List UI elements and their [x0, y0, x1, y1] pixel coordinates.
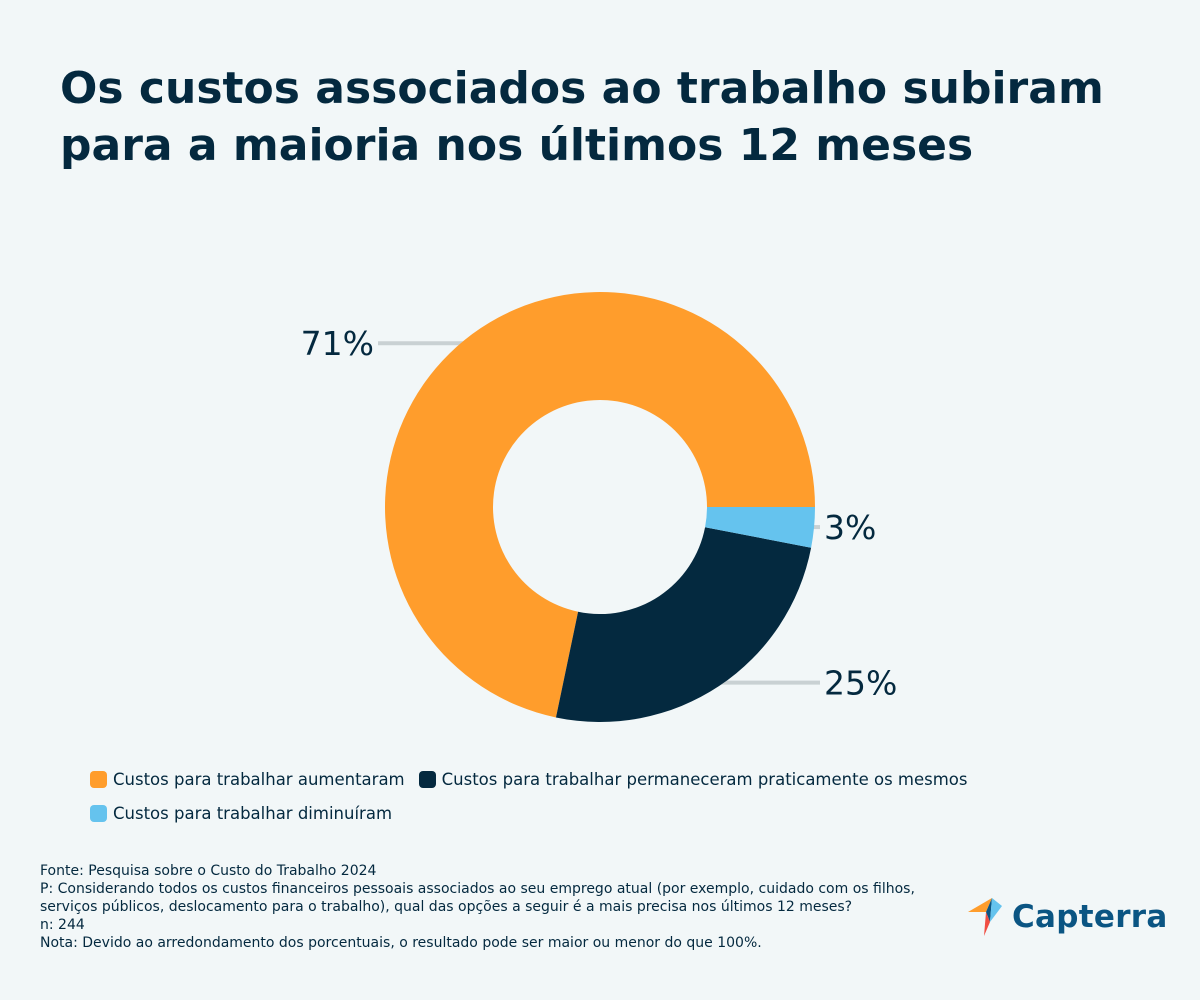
chart-title: Os custos associados ao trabalho subiram… — [60, 60, 1160, 174]
legend-row-2: Custos para trabalhar diminuíram — [90, 796, 1090, 830]
chart-title-line-1: Os custos associados ao trabalho subiram — [60, 63, 1104, 114]
legend: Custos para trabalhar aumentaram Custos … — [90, 762, 1090, 830]
donut-slices — [385, 292, 815, 722]
footnote-note: Nota: Devido ao arredondamento dos porce… — [40, 935, 762, 951]
footnotes: Fonte: Pesquisa sobre o Custo do Trabalh… — [40, 862, 940, 952]
legend-swatch-decreased — [90, 804, 107, 822]
label-decreased: 3% — [824, 508, 876, 547]
legend-item-decreased: Custos para trabalhar diminuíram — [90, 804, 392, 823]
footnote-question: P: Considerando todos os custos financei… — [40, 881, 915, 915]
legend-swatch-increased — [90, 770, 107, 788]
capterra-logo: Capterra — [966, 896, 1168, 938]
legend-label-increased: Custos para trabalhar aumentaram — [113, 769, 405, 789]
footnote-sample-size: n: 244 — [40, 917, 85, 933]
legend-item-same: Custos para trabalhar permaneceram prati… — [418, 769, 968, 789]
legend-label-decreased: Custos para trabalhar diminuíram — [113, 803, 393, 823]
slice-decreased — [705, 507, 815, 548]
legend-row-1: Custos para trabalhar aumentaram Custos … — [90, 762, 1090, 796]
donut-chart: 71% 25% 3% — [301, 292, 898, 722]
legend-swatch-same — [418, 770, 436, 788]
slice-same — [555, 527, 812, 722]
legend-item-increased: Custos para trabalhar aumentaram — [90, 770, 405, 789]
chart-title-line-2: para a maioria nos últimos 12 meses — [60, 120, 974, 171]
slice-labels: 71% 25% 3% — [301, 324, 898, 702]
capterra-arrow-icon — [968, 898, 1002, 936]
footnote-source: Fonte: Pesquisa sobre o Custo do Trabalh… — [40, 863, 377, 879]
slice-increased — [385, 292, 815, 718]
label-same: 25% — [824, 664, 897, 703]
label-increased: 71% — [301, 324, 374, 363]
capterra-logo-text: Capterra — [1012, 899, 1168, 935]
legend-label-same: Custos para trabalhar permaneceram prati… — [441, 769, 968, 789]
